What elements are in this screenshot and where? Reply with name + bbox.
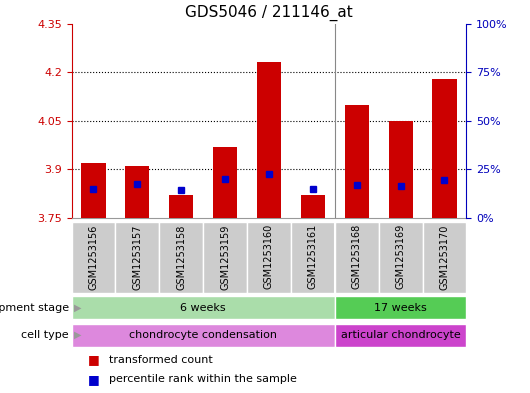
Text: GSM1253170: GSM1253170	[439, 224, 449, 290]
Text: 6 weeks: 6 weeks	[180, 303, 226, 312]
FancyBboxPatch shape	[116, 222, 160, 293]
Text: GSM1253159: GSM1253159	[220, 224, 230, 290]
FancyBboxPatch shape	[335, 323, 466, 347]
Text: GSM1253160: GSM1253160	[264, 224, 274, 289]
Bar	[169, 195, 193, 218]
Bar	[82, 163, 105, 218]
Title: GDS5046 / 211146_at: GDS5046 / 211146_at	[185, 5, 353, 21]
Bar	[125, 166, 149, 218]
Bar	[213, 147, 237, 218]
Text: development stage: development stage	[0, 303, 69, 312]
Text: transformed count: transformed count	[109, 354, 213, 365]
Text: GSM1253161: GSM1253161	[308, 224, 318, 289]
FancyBboxPatch shape	[247, 222, 291, 293]
FancyBboxPatch shape	[335, 222, 378, 293]
Bar	[344, 105, 369, 218]
FancyBboxPatch shape	[378, 222, 422, 293]
FancyBboxPatch shape	[422, 222, 466, 293]
FancyBboxPatch shape	[291, 222, 335, 293]
Text: cell type: cell type	[21, 330, 69, 340]
FancyBboxPatch shape	[160, 222, 203, 293]
Text: GSM1253157: GSM1253157	[132, 224, 143, 290]
Bar	[257, 62, 281, 218]
FancyBboxPatch shape	[72, 323, 335, 347]
Text: chondrocyte condensation: chondrocyte condensation	[129, 330, 277, 340]
Text: GSM1253168: GSM1253168	[352, 224, 361, 289]
Text: articular chondrocyte: articular chondrocyte	[341, 330, 461, 340]
Bar	[432, 79, 456, 218]
Text: ■: ■	[87, 353, 99, 366]
Bar	[388, 121, 413, 218]
FancyBboxPatch shape	[335, 296, 466, 319]
FancyBboxPatch shape	[72, 222, 116, 293]
Text: 17 weeks: 17 weeks	[374, 303, 427, 312]
FancyBboxPatch shape	[203, 222, 247, 293]
Text: GSM1253156: GSM1253156	[89, 224, 99, 290]
Text: GSM1253158: GSM1253158	[176, 224, 186, 290]
Text: GSM1253169: GSM1253169	[395, 224, 405, 289]
Text: percentile rank within the sample: percentile rank within the sample	[109, 374, 296, 384]
Text: ▶: ▶	[74, 330, 82, 340]
FancyBboxPatch shape	[72, 296, 335, 319]
Text: ▶: ▶	[74, 303, 82, 312]
Text: ■: ■	[87, 373, 99, 386]
Bar	[301, 195, 325, 218]
